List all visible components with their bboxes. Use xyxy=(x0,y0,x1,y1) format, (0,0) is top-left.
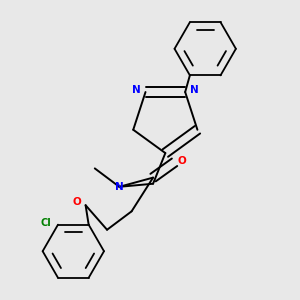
Text: N: N xyxy=(132,85,141,94)
Text: O: O xyxy=(178,156,187,166)
Text: Cl: Cl xyxy=(40,218,51,228)
Text: N: N xyxy=(190,85,199,94)
Text: O: O xyxy=(72,197,81,207)
Text: N: N xyxy=(115,182,124,192)
